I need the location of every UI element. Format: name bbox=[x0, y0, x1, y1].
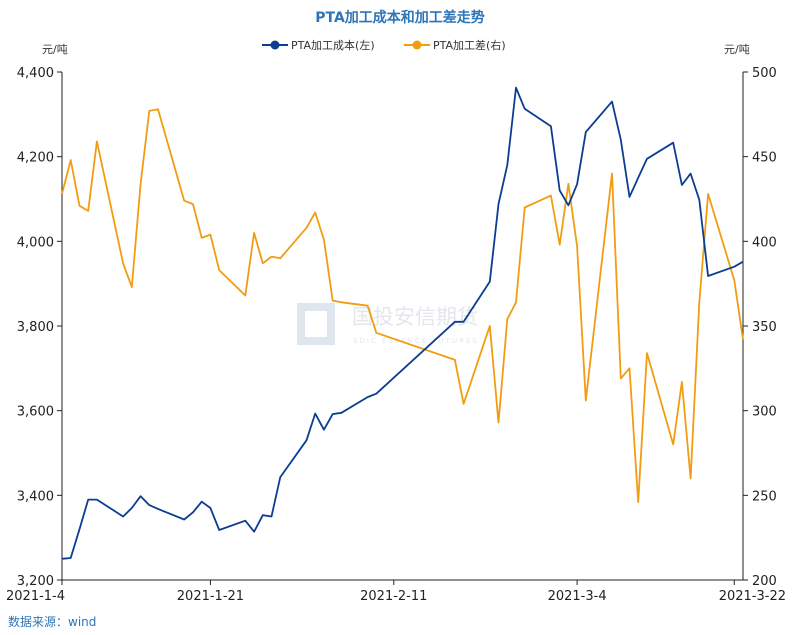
left-tick-label: 4,400 bbox=[17, 66, 54, 81]
left-tick-label: 3,800 bbox=[17, 320, 54, 335]
right-tick-label: 350 bbox=[752, 320, 777, 335]
watermark: 国投安信期货 SDIC ESSENCE FUTURES bbox=[297, 303, 479, 345]
series-layer bbox=[61, 86, 744, 560]
legend-marker-spread bbox=[412, 40, 422, 50]
right-tick-label: 300 bbox=[752, 405, 777, 420]
series-line-cost bbox=[61, 86, 744, 560]
right-tick-label: 250 bbox=[752, 489, 777, 504]
series-line-spread bbox=[61, 108, 744, 503]
data-source: 数据来源：wind bbox=[8, 614, 96, 629]
legend: PTA加工成本(左) PTA加工差(右) bbox=[262, 38, 506, 52]
x-tick-label: 2021-3-22 bbox=[719, 589, 786, 604]
legend-marker-cost bbox=[270, 40, 280, 50]
right-tick-label: 400 bbox=[752, 235, 777, 250]
watermark-logo-inner bbox=[305, 311, 327, 337]
watermark-subtext: SDIC ESSENCE FUTURES bbox=[353, 337, 479, 345]
right-axis-unit: 元/吨 bbox=[724, 43, 750, 56]
x-tick-label: 2021-1-4 bbox=[6, 589, 65, 604]
left-tick-label: 4,200 bbox=[17, 151, 54, 166]
chart-title: PTA加工成本和加工差走势 bbox=[315, 9, 485, 26]
legend-label-spread: PTA加工差(右) bbox=[433, 38, 506, 52]
right-tick-label: 450 bbox=[752, 151, 777, 166]
left-tick-label: 3,600 bbox=[17, 405, 54, 420]
x-tick-label: 2021-2-11 bbox=[360, 589, 427, 604]
right-axis-ticks: 200 250 300 350 400 450 500 bbox=[743, 66, 777, 589]
left-tick-label: 3,200 bbox=[17, 574, 54, 589]
left-axis-unit: 元/吨 bbox=[42, 43, 68, 56]
right-tick-label: 500 bbox=[752, 66, 777, 81]
legend-label-cost: PTA加工成本(左) bbox=[291, 38, 375, 52]
x-tick-label: 2021-3-4 bbox=[548, 589, 607, 604]
left-tick-label: 4,000 bbox=[17, 235, 54, 250]
x-axis-ticks: 2021-1-4 2021-1-21 2021-2-11 2021-3-4 2021-3… bbox=[6, 580, 786, 604]
right-tick-label: 200 bbox=[752, 574, 777, 589]
left-tick-label: 3,400 bbox=[17, 489, 54, 504]
x-tick-label: 2021-1-21 bbox=[177, 589, 244, 604]
left-axis-ticks: 3,200 3,400 3,600 3,800 4,000 4,200 4,400 bbox=[17, 66, 62, 589]
